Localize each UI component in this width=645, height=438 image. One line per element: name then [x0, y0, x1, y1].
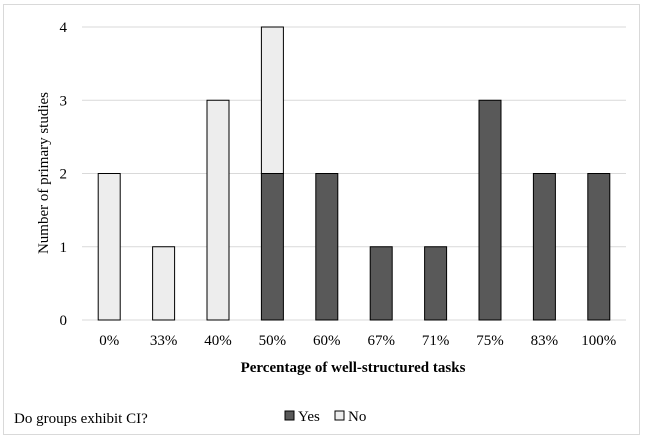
legend-swatch-no	[334, 410, 345, 421]
x-tick-label: 83%	[531, 333, 559, 349]
x-tick-label: 40%	[204, 333, 232, 349]
bar-no-0	[97, 173, 121, 321]
bar-yes-8	[532, 173, 556, 321]
bar-no-2	[206, 99, 230, 321]
x-tick-label: 50%	[259, 333, 287, 349]
x-tick-label: 100%	[581, 333, 616, 349]
y-tick-label: 2	[60, 167, 68, 183]
legend-label-yes: Yes	[298, 409, 320, 425]
legend-items: Yes No	[284, 409, 366, 425]
y-tick-label: 3	[60, 93, 68, 109]
bar-yes-5	[369, 246, 393, 321]
x-tick-label: 71%	[422, 333, 450, 349]
y-axis-title: Number of primary studies	[36, 92, 52, 254]
y-tick-label: 0	[60, 313, 68, 329]
bar-yes-3	[260, 173, 284, 321]
x-tick-label: 60%	[313, 333, 341, 349]
x-tick-labels: 0% 33% 40% 50% 60% 67% 71% 75% 83% 100%	[99, 333, 616, 349]
chart-frame	[3, 4, 640, 435]
y-tick-label: 4	[60, 20, 68, 36]
bar-no-3	[260, 26, 284, 174]
legend-title: Do groups exhibit CI?	[14, 411, 148, 427]
legend-label-no: No	[348, 409, 366, 425]
bar-yes-7	[478, 99, 502, 321]
bar-yes-4	[315, 173, 339, 321]
x-tick-label: 0%	[99, 333, 119, 349]
x-axis-title: Percentage of well-structured tasks	[241, 360, 466, 376]
x-tick-label: 33%	[150, 333, 178, 349]
y-tick-label: 1	[60, 240, 68, 256]
legend: Do groups exhibit CI? Yes No	[14, 409, 366, 427]
x-tick-label: 67%	[367, 333, 395, 349]
x-tick-label: 75%	[476, 333, 504, 349]
legend-swatch-yes	[284, 410, 295, 421]
bar-yes-9	[587, 173, 611, 321]
y-tick-labels: 0 1 2 3 4	[60, 20, 68, 329]
bar-no-1	[152, 246, 176, 321]
bars	[97, 26, 611, 321]
bar-yes-6	[424, 246, 448, 321]
